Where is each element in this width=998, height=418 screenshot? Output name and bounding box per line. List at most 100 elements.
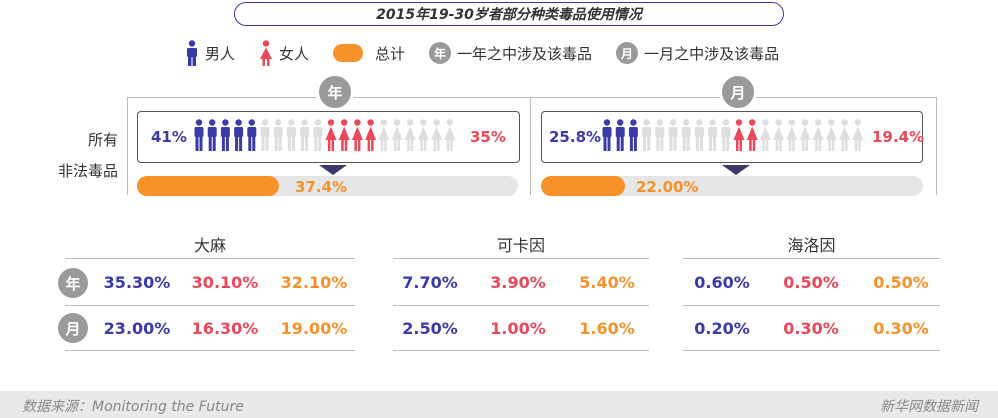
female-person-icon: [786, 119, 798, 151]
male-person-icon: [273, 119, 283, 151]
female-person-icon: [365, 119, 377, 151]
month-icon-box: [541, 111, 923, 163]
table-divider: [65, 350, 355, 351]
female-person-icon: [852, 119, 864, 151]
legend-male: 男人: [185, 40, 235, 66]
legend-year-label: 一年之中涉及该毒品: [457, 44, 593, 63]
chart-title: 2015年19-30岁者部分种类毒品使用情况: [234, 2, 784, 26]
table-cell: 0.50%: [783, 273, 839, 292]
month-people-icons: [602, 119, 864, 151]
bracket-right: [936, 97, 937, 195]
table-divider: [393, 350, 649, 351]
table-cell: 5.40%: [579, 273, 635, 292]
month-total-bar-fill: [541, 176, 626, 196]
female-person-icon: [825, 119, 837, 151]
female-person-icon: [759, 119, 771, 151]
row-label-illegal-drugs: 非法毒品: [57, 162, 118, 180]
female-person-icon: [325, 119, 337, 151]
table-cell: 16.30%: [191, 319, 259, 338]
table-cell: 0.30%: [783, 319, 839, 338]
drug-title-marijuana: 大麻: [193, 236, 226, 255]
male-person-icon: [286, 119, 296, 151]
male-person-icon: [708, 119, 718, 151]
male-person-icon: [313, 119, 323, 151]
footer-source: 数据来源：Monitoring the Future: [22, 399, 244, 415]
table-cell: 0.20%: [694, 319, 750, 338]
table-divider: [683, 350, 940, 351]
table-divider: [65, 258, 355, 259]
male-person-icon: [721, 119, 731, 151]
year-female-pct: 35%: [470, 128, 506, 146]
male-person-icon: [602, 119, 612, 151]
female-person-icon: [417, 119, 429, 151]
female-icon: [260, 40, 273, 66]
footer-brand: 新华网数据新闻: [880, 399, 978, 415]
table-divider: [393, 305, 649, 306]
footer: 数据来源：Monitoring the Future 新华网数据新闻: [0, 391, 998, 418]
table-cell: 19.00%: [280, 319, 348, 338]
table-cell: 1.60%: [579, 319, 635, 338]
male-person-icon: [681, 119, 691, 151]
month-total-bar-track: [541, 176, 923, 196]
legend: 男人 女人 总计 年 一年之中涉及该毒品 月 一月之中涉及该毒品: [185, 40, 803, 66]
year-badge-icon: 年: [429, 42, 452, 64]
female-person-icon: [444, 119, 456, 151]
male-person-icon: [194, 119, 204, 151]
total-swatch: [333, 44, 364, 62]
year-icon-box: [137, 111, 520, 163]
month-female-pct: 19.4%: [872, 128, 925, 146]
table-cell: 0.30%: [873, 319, 929, 338]
legend-female-label: 女人: [279, 44, 310, 63]
year-total-pct: 37.4%: [295, 178, 348, 196]
month-badge-icon: 月: [616, 42, 639, 64]
female-person-icon: [378, 119, 390, 151]
table-month-badge: 月: [58, 313, 88, 343]
month-male-pct: 25.8%: [549, 128, 602, 146]
table-cell: 0.50%: [873, 273, 929, 292]
male-icon: [187, 40, 197, 66]
table-divider: [683, 305, 940, 306]
table-cell: 2.50%: [402, 319, 458, 338]
female-person-icon: [338, 119, 350, 151]
male-person-icon: [668, 119, 678, 151]
female-person-icon: [391, 119, 403, 151]
table-cell: 30.10%: [191, 273, 259, 292]
year-pointer-icon: [319, 165, 347, 175]
month-badge: 月: [719, 73, 757, 111]
table-cell: 3.90%: [490, 273, 546, 292]
male-person-icon: [247, 119, 257, 151]
legend-male-label: 男人: [205, 44, 236, 63]
year-badge: 年: [316, 73, 354, 111]
table-divider: [683, 258, 940, 259]
table-cell: 7.70%: [402, 273, 458, 292]
female-person-icon: [839, 119, 851, 151]
year-total-bar-fill: [137, 176, 280, 196]
male-person-icon: [615, 119, 625, 151]
legend-month: 月 一月之中涉及该毒品: [616, 42, 779, 64]
female-person-icon: [733, 119, 745, 151]
male-person-icon: [207, 119, 217, 151]
female-person-icon: [812, 119, 824, 151]
table-divider: [393, 258, 649, 259]
table-cell: 35.30%: [103, 273, 171, 292]
table-divider: [65, 305, 355, 306]
female-person-icon: [746, 119, 758, 151]
male-person-icon: [220, 119, 230, 151]
table-cell: 0.60%: [694, 273, 750, 292]
year-people-icons: [194, 119, 456, 151]
male-person-icon: [628, 119, 638, 151]
month-pointer-icon: [722, 165, 750, 175]
male-person-icon: [655, 119, 665, 151]
table-cell: 23.00%: [103, 319, 171, 338]
table-cell: 32.10%: [280, 273, 348, 292]
table-cell: 1.00%: [490, 319, 546, 338]
female-person-icon: [799, 119, 811, 151]
female-person-icon: [431, 119, 443, 151]
bracket-divider: [530, 97, 531, 195]
legend-total: 总计: [333, 43, 405, 64]
male-person-icon: [300, 119, 310, 151]
drug-title-cocaine: 可卡因: [496, 236, 545, 255]
bracket-left: [127, 97, 128, 195]
male-person-icon: [260, 119, 270, 151]
table-year-badge: 年: [58, 268, 88, 298]
